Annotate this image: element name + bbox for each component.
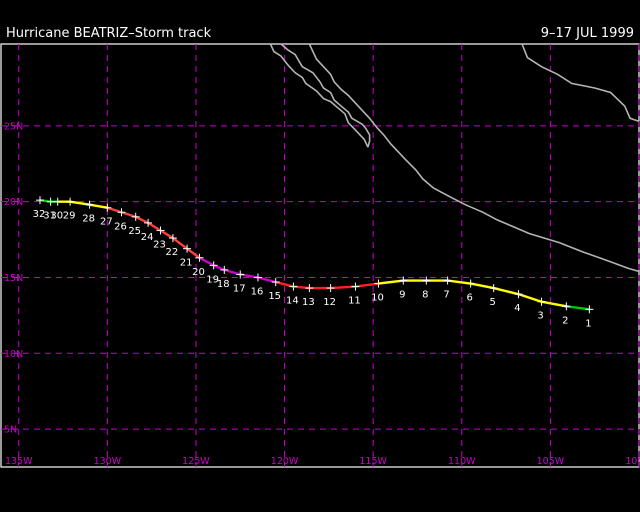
track-segment xyxy=(134,215,150,225)
track-segment xyxy=(377,279,405,285)
track-point-label: 12 xyxy=(323,297,336,308)
track-segment xyxy=(106,206,123,214)
track-segment xyxy=(239,273,260,279)
storm-track xyxy=(38,198,591,311)
track-segment xyxy=(274,280,295,288)
coastline xyxy=(521,43,640,123)
track-segment xyxy=(517,292,543,303)
track-segment xyxy=(120,211,137,219)
track-point-label: 15 xyxy=(268,291,281,302)
tick-labels: 135W 130W 125W 120W 115W 110W 105W 100W 5N 10N 15N… xyxy=(4,121,640,467)
lon-tick-label: 100W xyxy=(625,456,640,467)
track-point-label: 1 xyxy=(585,318,591,329)
track-point-label: 14 xyxy=(286,296,299,307)
track-point-label: 7 xyxy=(443,290,449,301)
track-segment xyxy=(329,285,357,290)
map-frame xyxy=(0,43,640,468)
date-range: 9–17 JUL 1999 xyxy=(540,26,634,41)
track-point-label: 27 xyxy=(100,217,113,228)
track-point-label: 24 xyxy=(141,232,154,243)
track-point-label: 26 xyxy=(114,221,127,232)
track-point-label: 10 xyxy=(371,293,384,304)
track-point-label: 20 xyxy=(192,267,205,278)
track-segment xyxy=(171,236,189,250)
track-point-label: 32 xyxy=(33,209,46,220)
lon-tick-label: 115W xyxy=(359,456,387,467)
track-segment xyxy=(540,300,568,308)
track-segment xyxy=(146,221,162,232)
track-point-label: 30 xyxy=(50,211,63,222)
track-segment xyxy=(223,268,242,276)
track-segment xyxy=(256,276,277,284)
track-point-label: 17 xyxy=(233,283,246,294)
track-segment xyxy=(68,200,91,206)
track-segment xyxy=(88,203,109,209)
track-segment xyxy=(212,264,226,272)
track-point-label: 19 xyxy=(206,274,219,285)
track-segment xyxy=(198,256,215,267)
lon-tick-label: 125W xyxy=(182,456,210,467)
track-point-label: 25 xyxy=(128,226,141,237)
lon-tick-label: 120W xyxy=(271,456,299,467)
lon-tick-label: 110W xyxy=(448,456,476,467)
track-segment xyxy=(492,286,520,296)
track-point-label: 8 xyxy=(422,290,428,301)
coastline-layer xyxy=(269,43,640,273)
track-segment xyxy=(354,282,380,288)
lat-tick-label: 20N xyxy=(4,197,23,208)
track-points: 1234567891011121314151617181920212223242… xyxy=(33,196,594,329)
track-point-label: 2 xyxy=(562,315,568,326)
lon-tick-label: 130W xyxy=(94,456,122,467)
track-point-label: 22 xyxy=(166,247,179,258)
track-point-label: 13 xyxy=(302,297,315,308)
lon-tick-label: 105W xyxy=(537,456,565,467)
track-segment xyxy=(469,282,495,290)
track-point-label: 29 xyxy=(63,211,76,222)
coastline xyxy=(308,43,640,273)
track-point-label: 18 xyxy=(217,279,230,290)
track-segment xyxy=(159,229,175,240)
track-point-label: 11 xyxy=(348,296,361,307)
lat-lon-grid xyxy=(1,44,640,467)
lat-tick-label: 25N xyxy=(4,121,23,132)
track-point-label: 28 xyxy=(82,214,95,225)
track-segment xyxy=(446,279,472,285)
track-point-label: 23 xyxy=(153,239,166,250)
track-point-label: 5 xyxy=(489,297,495,308)
map-title: Hurricane BEATRIZ–Storm track xyxy=(6,26,212,41)
track-point-label: 4 xyxy=(514,303,520,314)
lon-tick-label: 135W xyxy=(5,456,33,467)
coastline xyxy=(280,43,371,148)
lat-tick-label: 15N xyxy=(4,273,23,284)
track-point-label: 3 xyxy=(537,311,543,322)
lat-tick-label: 10N xyxy=(4,349,23,360)
track-point-label: 21 xyxy=(180,258,193,269)
coastline xyxy=(269,43,369,148)
track-point-label: 16 xyxy=(251,286,264,297)
track-point-label: 6 xyxy=(466,293,472,304)
lat-tick-label: 5N xyxy=(4,425,17,436)
track-segment xyxy=(565,305,591,311)
track-segment xyxy=(185,247,201,259)
track-point-label: 31 xyxy=(43,211,56,222)
track-point-label: 9 xyxy=(399,290,405,301)
